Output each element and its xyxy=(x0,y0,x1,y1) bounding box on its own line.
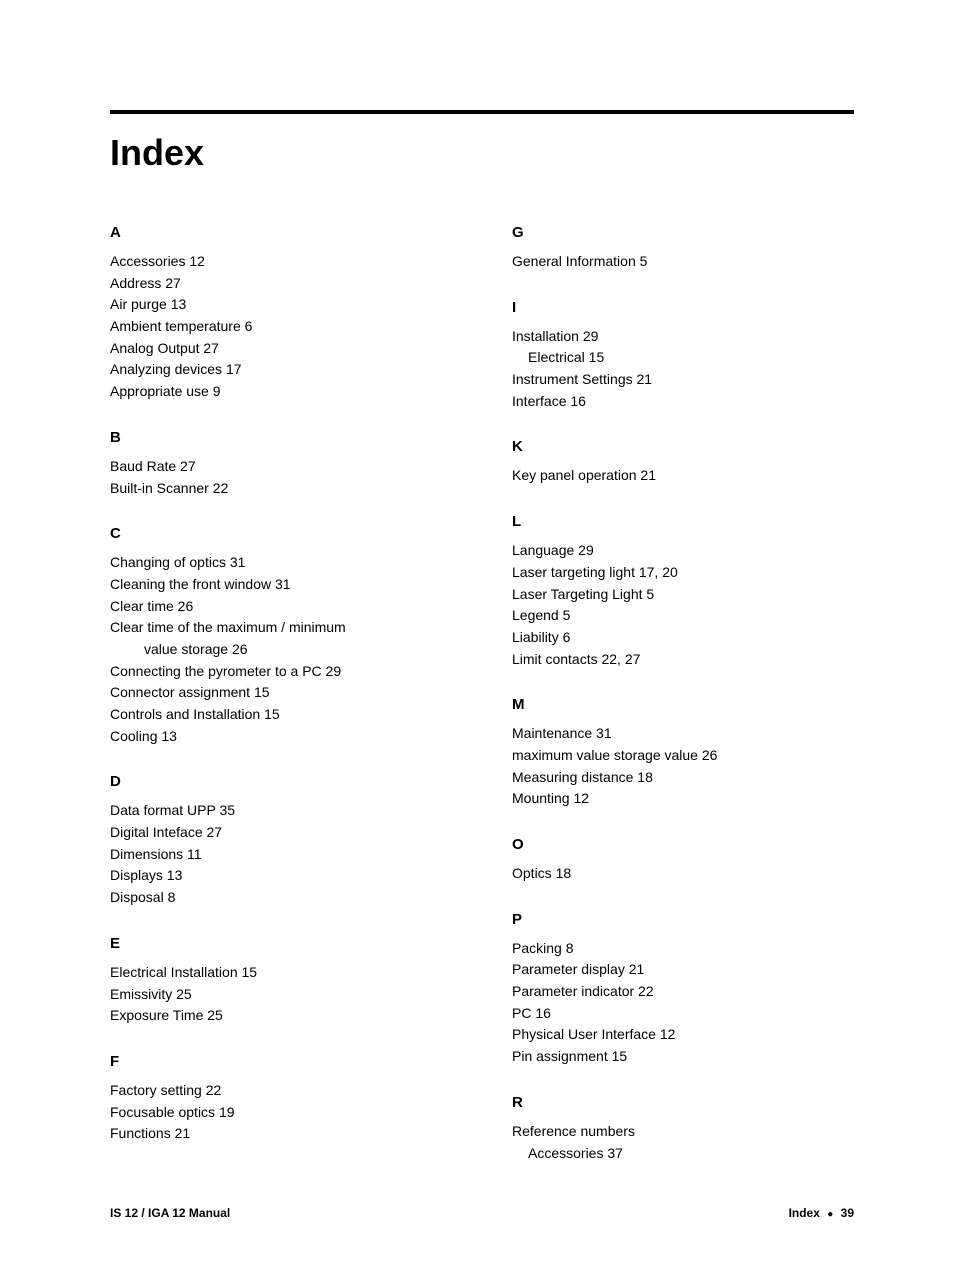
index-entry: Maintenance 31 xyxy=(512,723,854,745)
section-letter: A xyxy=(110,224,452,241)
index-entry: Changing of optics 31 xyxy=(110,552,452,574)
page-footer: IS 12 / IGA 12 Manual Index ● 39 xyxy=(110,1206,854,1220)
index-entry: General Information 5 xyxy=(512,251,854,273)
index-entry: Packing 8 xyxy=(512,938,854,960)
index-entry: Instrument Settings 21 xyxy=(512,369,854,391)
index-entry: value storage 26 xyxy=(110,639,452,661)
section-letter: L xyxy=(512,513,854,530)
section-letter: B xyxy=(110,429,452,446)
index-section: F Factory setting 22Focusable optics 19Fu… xyxy=(110,1053,452,1145)
index-entry: Baud Rate 27 xyxy=(110,456,452,478)
index-section: K Key panel operation 21 xyxy=(512,438,854,487)
index-entry: Pin assignment 15 xyxy=(512,1046,854,1068)
index-entry: Reference numbers xyxy=(512,1121,854,1143)
index-entry: Dimensions 11 xyxy=(110,844,452,866)
index-section: O Optics 18 xyxy=(512,836,854,885)
index-columns: A Accessories 12Address 27Air purge 13Amb… xyxy=(110,224,854,1190)
index-entry: Emissivity 25 xyxy=(110,984,452,1006)
index-entry: Connecting the pyrometer to a PC 29 xyxy=(110,661,452,683)
section-letter: R xyxy=(512,1094,854,1111)
index-entry: Limit contacts 22, 27 xyxy=(512,649,854,671)
index-entry: Cleaning the front window 31 xyxy=(110,574,452,596)
section-letter: K xyxy=(512,438,854,455)
index-entry: Displays 13 xyxy=(110,865,452,887)
index-section: DData format UPP 35Digital Inteface 27Di… xyxy=(110,773,452,908)
section-letter: M xyxy=(512,696,854,713)
index-entry: Functions 21 xyxy=(110,1123,452,1145)
index-entry: Parameter display 21 xyxy=(512,959,854,981)
left-column: A Accessories 12Address 27Air purge 13Amb… xyxy=(110,224,452,1190)
index-entry: Air purge 13 xyxy=(110,294,452,316)
index-entry: Exposure Time 25 xyxy=(110,1005,452,1027)
index-section: A Accessories 12Address 27Air purge 13Amb… xyxy=(110,224,452,403)
index-section: L Language 29Laser targeting light 17, 20… xyxy=(512,513,854,670)
index-entry: Analog Output 27 xyxy=(110,338,452,360)
index-entry: Liability 6 xyxy=(512,627,854,649)
bullet-icon: ● xyxy=(827,1209,833,1220)
index-entry: Electrical 15 xyxy=(512,347,854,369)
index-entry: Clear time of the maximum / minimum xyxy=(110,617,452,639)
index-entry: Clear time 26 xyxy=(110,596,452,618)
footer-left: IS 12 / IGA 12 Manual xyxy=(110,1206,230,1220)
horizontal-rule xyxy=(110,110,854,114)
index-entry: Analyzing devices 17 xyxy=(110,359,452,381)
index-section: E Electrical Installation 15Emissivity 25… xyxy=(110,935,452,1027)
section-letter: C xyxy=(110,525,452,542)
index-section: R Reference numbersAccessories 37 xyxy=(512,1094,854,1164)
index-section: B Baud Rate 27Built-in Scanner 22 xyxy=(110,429,452,499)
index-section: P Packing 8Parameter display 21Parameter … xyxy=(512,911,854,1068)
section-letter: D xyxy=(110,773,452,790)
index-entry: Ambient temperature 6 xyxy=(110,316,452,338)
index-entry: Legend 5 xyxy=(512,605,854,627)
index-entry: Optics 18 xyxy=(512,863,854,885)
index-entry: Address 27 xyxy=(110,273,452,295)
page-title: Index xyxy=(110,132,854,174)
index-entry: Key panel operation 21 xyxy=(512,465,854,487)
section-letter: I xyxy=(512,299,854,316)
index-entry: Digital Inteface 27 xyxy=(110,822,452,844)
index-entry: Parameter indicator 22 xyxy=(512,981,854,1003)
index-entry: Factory setting 22 xyxy=(110,1080,452,1102)
index-entry: Interface 16 xyxy=(512,391,854,413)
index-section: G General Information 5 xyxy=(512,224,854,273)
index-entry: Connector assignment 15 xyxy=(110,682,452,704)
index-entry: Data format UPP 35 xyxy=(110,800,452,822)
index-entry: maximum value storage value 26 xyxy=(512,745,854,767)
right-column: G General Information 5 I Installation 29El… xyxy=(512,224,854,1190)
index-entry: PC 16 xyxy=(512,1003,854,1025)
section-letter: G xyxy=(512,224,854,241)
section-letter: F xyxy=(110,1053,452,1070)
index-entry: Laser Targeting Light 5 xyxy=(512,584,854,606)
index-entry: Cooling 13 xyxy=(110,726,452,748)
index-section: I Installation 29Electrical 15Instrument … xyxy=(512,299,854,413)
index-entry: Accessories 37 xyxy=(512,1143,854,1165)
footer-section-label: Index xyxy=(789,1206,820,1220)
section-letter: O xyxy=(512,836,854,853)
index-entry: Mounting 12 xyxy=(512,788,854,810)
index-entry: Focusable optics 19 xyxy=(110,1102,452,1124)
index-entry: Installation 29 xyxy=(512,326,854,348)
index-entry: Built-in Scanner 22 xyxy=(110,478,452,500)
index-section: C Changing of optics 31Cleaning the front… xyxy=(110,525,452,747)
index-entry: Measuring distance 18 xyxy=(512,767,854,789)
index-entry: Controls and Installation 15 xyxy=(110,704,452,726)
section-letter: E xyxy=(110,935,452,952)
index-entry: Laser targeting light 17, 20 xyxy=(512,562,854,584)
footer-right: Index ● 39 xyxy=(789,1206,854,1220)
index-entry: Accessories 12 xyxy=(110,251,452,273)
index-section: M Maintenance 31maximum value storage val… xyxy=(512,696,854,810)
index-entry: Language 29 xyxy=(512,540,854,562)
index-entry: Appropriate use 9 xyxy=(110,381,452,403)
index-entry: Electrical Installation 15 xyxy=(110,962,452,984)
section-letter: P xyxy=(512,911,854,928)
index-entry: Disposal 8 xyxy=(110,887,452,909)
index-entry: Physical User Interface 12 xyxy=(512,1024,854,1046)
footer-page-number: 39 xyxy=(841,1206,854,1220)
